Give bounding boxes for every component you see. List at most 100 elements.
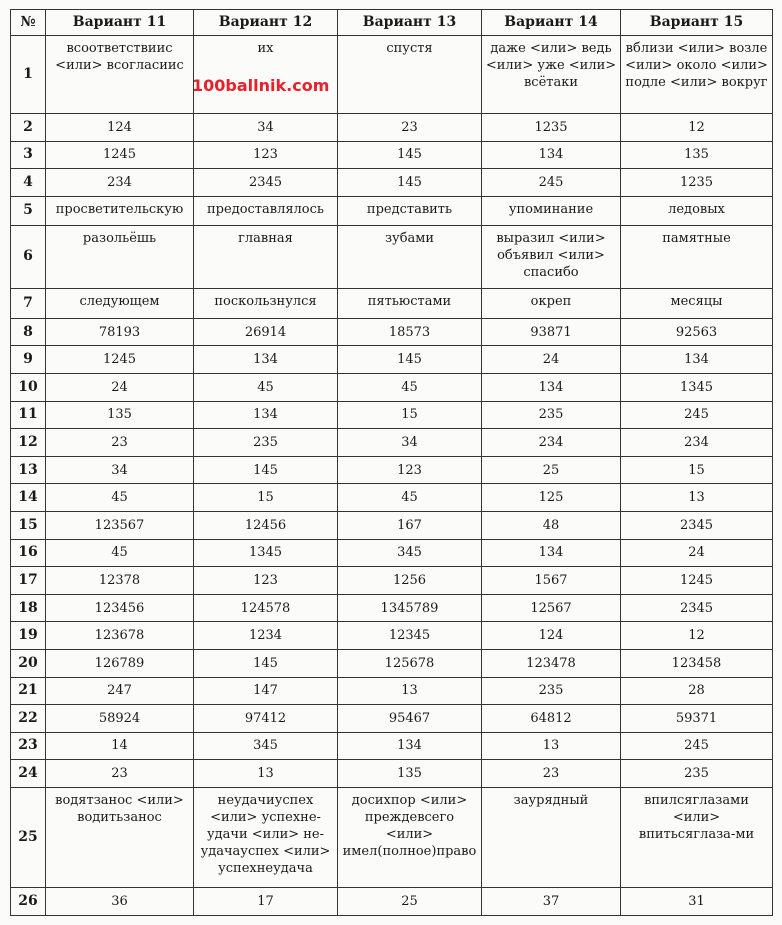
answer-cell: 134 [193, 345, 338, 374]
answer-cell: 92563 [620, 317, 773, 347]
answer-cell: 13 [193, 759, 338, 788]
watermark: 100ballnik.com [192, 76, 330, 95]
answer-cell: 14 [45, 731, 194, 761]
table-row: 25 водятзанос <или> водитьзанос неудачиусп… [10, 786, 773, 888]
answer-cell: 126789 [45, 648, 194, 678]
answer-cell: 13 [337, 676, 482, 706]
answers-table: № Вариант 11 Вариант 12 Вариант 13 Вариант 1… [10, 9, 773, 916]
answer-cell: 147 [193, 676, 338, 706]
task-number: 9 [10, 345, 46, 374]
answer-cell: 45 [337, 483, 482, 512]
answer-cell: 245 [620, 400, 773, 430]
answer-cell: 123456 [45, 593, 194, 623]
answer-cell: 235 [481, 400, 621, 430]
table-row: 9 1245 134 145 24 134 [10, 345, 773, 374]
answer-cell: 123678 [45, 621, 194, 650]
table-row: 16 45 1345 345 134 24 [10, 538, 773, 568]
answer-cell: 23 [337, 113, 482, 142]
answer-cell: зубами [337, 224, 482, 289]
answer-cell: 1567 [481, 566, 621, 595]
answer-cell: следующем [45, 287, 194, 319]
table-row: 26 36 17 25 37 31 [10, 886, 773, 916]
answer-cell: 1345 [193, 538, 338, 568]
answer-cell: 245 [620, 731, 773, 761]
answer-cell: упоминание [481, 195, 621, 226]
task-number: 16 [10, 538, 46, 568]
answer-cell: 1345789 [337, 593, 482, 623]
answer-cell: 34 [45, 455, 194, 485]
task-number: 17 [10, 566, 46, 595]
answer-cell: неудачиуспех <или> успехне-удачи <или> н… [193, 786, 338, 888]
task-number: 1 [10, 35, 46, 114]
answer-cell: 31 [620, 886, 773, 916]
answer-cell: 134 [481, 372, 621, 402]
answer-cell: 345 [337, 538, 482, 568]
answer-cell: 25 [481, 455, 621, 485]
answer-cell: 28 [620, 676, 773, 706]
answer-cell: месяцы [620, 287, 773, 319]
answer-cell: 2345 [620, 510, 773, 540]
answer-cell: спустя [337, 35, 482, 114]
answer-cell: 134 [620, 345, 773, 374]
table-row: 8 78193 26914 18573 93871 92563 [10, 317, 773, 347]
answer-cell: 234 [481, 428, 621, 457]
header-row: № Вариант 11 Вариант 12 Вариант 13 Вариант 1… [10, 9, 773, 36]
answer-cell: 18573 [337, 317, 482, 347]
answer-cell: 124578 [193, 593, 338, 623]
answer-cell: 95467 [337, 704, 482, 733]
task-number: 13 [10, 455, 46, 485]
answer-cell: 24 [481, 345, 621, 374]
answer-cell: 234 [620, 428, 773, 457]
answer-cell: 125678 [337, 648, 482, 678]
task-number: 4 [10, 168, 46, 197]
answer-cell: 34 [193, 113, 338, 142]
task-number: 15 [10, 510, 46, 540]
task-number: 19 [10, 621, 46, 650]
task-number: 10 [10, 372, 46, 402]
column-header-variant: Вариант 13 [337, 9, 482, 36]
task-number: 3 [10, 140, 46, 170]
answer-cell: 12378 [45, 566, 194, 595]
answer-cell: поскользнулся [193, 287, 338, 319]
answer-cell: 58924 [45, 704, 194, 733]
answer-cell: 1234 [193, 621, 338, 650]
answer-cell: 2345 [620, 593, 773, 623]
answer-cell: 145 [337, 345, 482, 374]
answer-cell: памятные [620, 224, 773, 289]
answer-cell: разольёшь [45, 224, 194, 289]
answer-cell: 12345 [337, 621, 482, 650]
answer-cell: 2345 [193, 168, 338, 197]
answer-cell: 235 [193, 428, 338, 457]
answer-cell: 145 [193, 455, 338, 485]
answer-cell: 134 [481, 140, 621, 170]
table-row: 1 всоответствиис <или> всогласиис их спустя… [10, 35, 773, 114]
task-number: 25 [10, 786, 46, 888]
answer-cell: выразил <или> объявил <или> спасибо [481, 224, 621, 289]
answer-cell: их [193, 35, 338, 114]
table-row: 12 23 235 34 234 234 [10, 428, 773, 457]
answer-cell: 12 [620, 113, 773, 142]
answer-cell: ледовых [620, 195, 773, 226]
task-number: 11 [10, 400, 46, 430]
answer-cell: 1235 [620, 168, 773, 197]
task-number: 22 [10, 704, 46, 733]
answer-cell: 123567 [45, 510, 194, 540]
answer-cell: 245 [481, 168, 621, 197]
answer-cell: 12567 [481, 593, 621, 623]
answer-cell: 123 [193, 566, 338, 595]
answer-cell: 123458 [620, 648, 773, 678]
answer-cell: 64812 [481, 704, 621, 733]
table-row: 14 45 15 45 125 13 [10, 483, 773, 512]
answer-cell: 124 [481, 621, 621, 650]
answer-cell: всоответствиис <или> всогласиис [45, 35, 194, 114]
answer-cell: 23 [45, 428, 194, 457]
answer-cell: 26914 [193, 317, 338, 347]
answer-cell: 23 [45, 759, 194, 788]
task-number: 12 [10, 428, 46, 457]
answer-cell: 24 [620, 538, 773, 568]
answer-cell: 12456 [193, 510, 338, 540]
answer-cell: 134 [337, 731, 482, 761]
table-row: 18 123456 124578 1345789 12567 2345 [10, 593, 773, 623]
answer-cell: 125 [481, 483, 621, 512]
column-header-variant: Вариант 11 [45, 9, 194, 36]
